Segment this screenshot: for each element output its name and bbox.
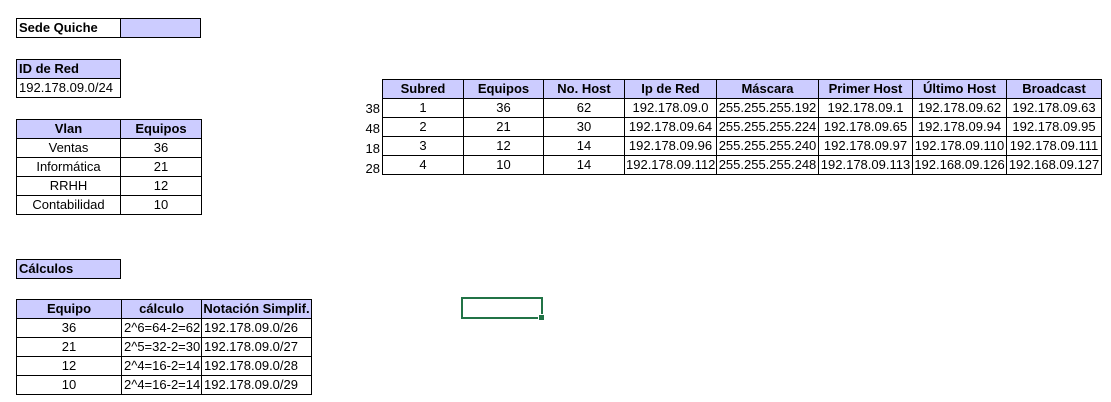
table-row: 3 12 14 192.178.09.96 255.255.255.240 19… — [382, 136, 1102, 156]
calculo-header-cell[interactable]: cálculo — [121, 299, 202, 319]
ip-red-header-cell[interactable]: Ip de Red — [624, 79, 717, 99]
mascara-cell[interactable]: 255.255.255.248 — [716, 155, 819, 175]
ip-red-cell[interactable]: 192.178.09.112 — [624, 155, 717, 175]
side-number-cell[interactable]: 38 — [365, 101, 380, 116]
primer-host-cell[interactable]: 192.178.09.1 — [818, 98, 913, 118]
equipos-cell[interactable]: 12 — [463, 136, 544, 156]
equipos-cell[interactable]: 21 — [463, 117, 544, 137]
subred-header-cell[interactable]: Subred — [382, 79, 464, 99]
side-number-cell[interactable]: 48 — [365, 121, 380, 136]
ultimo-host-cell[interactable]: 192.178.09.62 — [912, 98, 1007, 118]
ultimo-host-header-cell[interactable]: Último Host — [912, 79, 1007, 99]
notacion-cell[interactable]: 192.178.09.0/29 — [201, 375, 312, 395]
table-row: 2 21 30 192.178.09.64 255.255.255.224 19… — [382, 117, 1102, 137]
broadcast-cell[interactable]: 192.178.09.95 — [1006, 117, 1102, 137]
equipo-cell[interactable]: 36 — [16, 318, 122, 338]
equipos-cell[interactable]: 10 — [120, 195, 202, 215]
table-row: Ventas 36 — [16, 138, 202, 158]
table-row: 10 2^4=16-2=14 192.178.09.0/29 — [16, 375, 312, 395]
calculos-label-cell[interactable]: Cálculos — [16, 259, 121, 279]
calculo-cell[interactable]: 2^4=16-2=14 — [121, 356, 202, 376]
ip-red-cell[interactable]: 192.178.09.96 — [624, 136, 717, 156]
vlan-header-row: Vlan Equipos — [16, 119, 202, 139]
primer-host-cell[interactable]: 192.178.09.65 — [818, 117, 913, 137]
fill-handle[interactable] — [538, 314, 545, 321]
ultimo-host-cell[interactable]: 192.178.09.94 — [912, 117, 1007, 137]
equipos-cell[interactable]: 36 — [120, 138, 202, 158]
subnet-table: Subred Equipos No. Host Ip de Red Máscar… — [382, 79, 1102, 175]
equipos-header-cell[interactable]: Equipos — [120, 119, 202, 139]
table-row: 1 36 62 192.178.09.0 255.255.255.192 192… — [382, 98, 1102, 118]
equipo-cell[interactable]: 12 — [16, 356, 122, 376]
ultimo-host-cell[interactable]: 192.168.09.126 — [912, 155, 1007, 175]
broadcast-cell[interactable]: 192.168.09.127 — [1006, 155, 1102, 175]
no-host-cell[interactable]: 30 — [543, 117, 625, 137]
no-host-cell[interactable]: 14 — [543, 155, 625, 175]
calc-table: Equipo cálculo Notación Simplif. 36 2^6=… — [16, 299, 312, 395]
notacion-header-cell[interactable]: Notación Simplif. — [201, 299, 312, 319]
side-number-cell[interactable]: 18 — [365, 141, 380, 156]
broadcast-cell[interactable]: 192.178.09.111 — [1006, 136, 1102, 156]
mascara-cell[interactable]: 255.255.255.192 — [716, 98, 819, 118]
sede-value-cell[interactable] — [120, 18, 201, 38]
equipo-cell[interactable]: 21 — [16, 337, 122, 357]
vlan-cell[interactable]: Informática — [16, 157, 121, 177]
subred-cell[interactable]: 2 — [382, 117, 464, 137]
network-id-value-cell[interactable]: 192.178.09.0/24 — [16, 78, 121, 98]
table-row: RRHH 12 — [16, 176, 202, 196]
ultimo-host-cell[interactable]: 192.178.09.110 — [912, 136, 1007, 156]
broadcast-header-cell[interactable]: Broadcast — [1006, 79, 1102, 99]
equipos-cell[interactable]: 36 — [463, 98, 544, 118]
table-row: Informática 21 — [16, 157, 202, 177]
broadcast-cell[interactable]: 192.178.09.63 — [1006, 98, 1102, 118]
calc-header-row: Equipo cálculo Notación Simplif. — [16, 299, 312, 319]
vlan-cell[interactable]: Ventas — [16, 138, 121, 158]
no-host-header-cell[interactable]: No. Host — [543, 79, 625, 99]
table-row: 36 2^6=64-2=62 192.178.09.0/26 — [16, 318, 312, 338]
equipos-cell[interactable]: 12 — [120, 176, 202, 196]
equipos-header-cell[interactable]: Equipos — [463, 79, 544, 99]
vlan-cell[interactable]: Contabilidad — [16, 195, 121, 215]
active-cell-selection[interactable] — [461, 297, 545, 321]
notacion-cell[interactable]: 192.178.09.0/27 — [201, 337, 312, 357]
calculo-cell[interactable]: 2^6=64-2=62 — [121, 318, 202, 338]
table-row: Contabilidad 10 — [16, 195, 202, 215]
equipo-cell[interactable]: 10 — [16, 375, 122, 395]
table-row: 4 10 14 192.178.09.112 255.255.255.248 1… — [382, 155, 1102, 175]
mascara-header-cell[interactable]: Máscara — [716, 79, 819, 99]
mascara-cell[interactable]: 255.255.255.240 — [716, 136, 819, 156]
side-number-cell[interactable]: 28 — [365, 161, 380, 176]
primer-host-header-cell[interactable]: Primer Host — [818, 79, 913, 99]
ip-red-cell[interactable]: 192.178.09.64 — [624, 117, 717, 137]
primer-host-cell[interactable]: 192.178.09.97 — [818, 136, 913, 156]
equipos-cell[interactable]: 21 — [120, 157, 202, 177]
sede-label-cell[interactable]: Sede Quiche — [16, 18, 121, 38]
subred-cell[interactable]: 1 — [382, 98, 464, 118]
subred-cell[interactable]: 4 — [382, 155, 464, 175]
notacion-cell[interactable]: 192.178.09.0/26 — [201, 318, 312, 338]
notacion-cell[interactable]: 192.178.09.0/28 — [201, 356, 312, 376]
vlan-table: Vlan Equipos Ventas 36 Informática 21 RR… — [16, 119, 202, 215]
ip-red-cell[interactable]: 192.178.09.0 — [624, 98, 717, 118]
subred-cell[interactable]: 3 — [382, 136, 464, 156]
subnet-header-row: Subred Equipos No. Host Ip de Red Máscar… — [382, 79, 1102, 99]
vlan-header-cell[interactable]: Vlan — [16, 119, 121, 139]
equipo-header-cell[interactable]: Equipo — [16, 299, 122, 319]
calculo-cell[interactable]: 2^5=32-2=30 — [121, 337, 202, 357]
vlan-cell[interactable]: RRHH — [16, 176, 121, 196]
equipos-cell[interactable]: 10 — [463, 155, 544, 175]
network-id-label-cell[interactable]: ID de Red — [16, 59, 121, 79]
primer-host-cell[interactable]: 192.178.09.113 — [818, 155, 913, 175]
table-row: 21 2^5=32-2=30 192.178.09.0/27 — [16, 337, 312, 357]
no-host-cell[interactable]: 62 — [543, 98, 625, 118]
calculo-cell[interactable]: 2^4=16-2=14 — [121, 375, 202, 395]
no-host-cell[interactable]: 14 — [543, 136, 625, 156]
mascara-cell[interactable]: 255.255.255.224 — [716, 117, 819, 137]
table-row: 12 2^4=16-2=14 192.178.09.0/28 — [16, 356, 312, 376]
